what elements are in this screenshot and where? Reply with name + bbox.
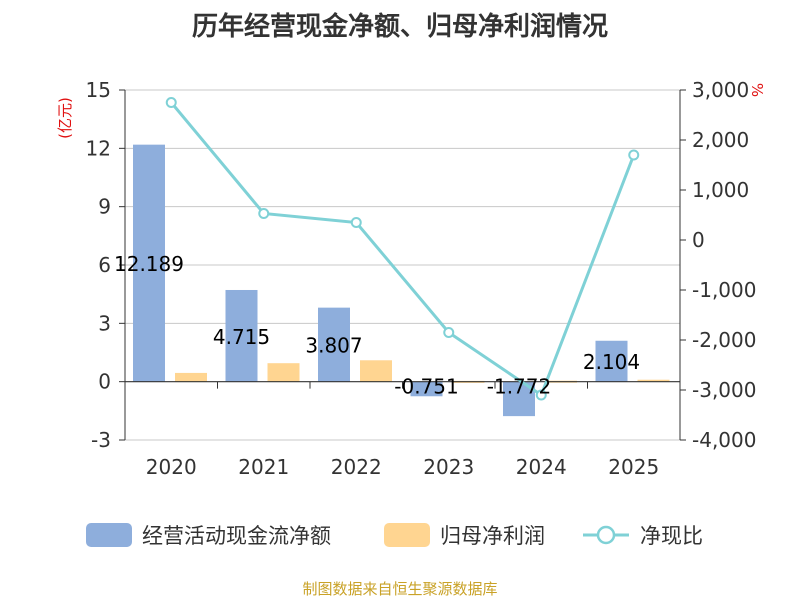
bar-cashflow xyxy=(225,289,258,382)
ratio-point xyxy=(165,97,177,108)
legend-label-net-profit: 归母净利润 xyxy=(440,524,545,548)
x-tick-label: 2025 xyxy=(608,455,659,479)
bars xyxy=(133,144,670,417)
ratio-point xyxy=(628,149,640,161)
left-tick-label: -3 xyxy=(91,428,111,452)
grid-lines xyxy=(125,89,680,441)
legend-swatch-ratio-marker xyxy=(596,525,616,545)
legend-label-ratio: 净现比 xyxy=(640,524,703,548)
legend-label-cashflow: 经营活动现金流净额 xyxy=(142,524,331,548)
left-tick-label: 3 xyxy=(98,311,111,335)
right-axis-unit: % xyxy=(748,83,766,97)
chart-title: 历年经营现金净额、归母净利润情况 xyxy=(191,12,608,42)
right-tick-label: 0 xyxy=(692,228,705,252)
cashflow-data-label: 4.715 xyxy=(213,325,270,349)
right-tick-label: -4,000 xyxy=(692,428,756,452)
x-tick-label: 2021 xyxy=(238,455,289,479)
ratio-point xyxy=(350,217,362,228)
cashflow-data-label: -0.751 xyxy=(394,375,458,399)
data-labels: 12.189 4.715 3.807 -0.751 -1.772 2.104 xyxy=(114,252,640,399)
bar-net-profit xyxy=(267,363,300,382)
legend-swatch-net-profit xyxy=(384,523,430,547)
left-tick-label: 6 xyxy=(98,253,111,277)
bar-cashflow xyxy=(133,144,165,382)
ratio-point xyxy=(258,208,270,219)
cashflow-data-label: 12.189 xyxy=(114,252,184,276)
axes: -3 0 3 6 9 12 15 -4,000 -3,000 -2,000 -1,000 0 1,000… xyxy=(56,78,766,479)
cashflow-data-label: 3.807 xyxy=(305,334,362,358)
bar-cashflow xyxy=(318,307,350,382)
bar-net-profit xyxy=(175,372,207,382)
x-tick-label: 2024 xyxy=(516,455,567,479)
ratio-point xyxy=(535,389,547,401)
x-tick-label: 2022 xyxy=(331,455,382,479)
ratio-point xyxy=(443,327,455,338)
legend-swatch-cashflow xyxy=(86,523,132,547)
ratio-line xyxy=(165,97,640,401)
right-tick-label: 1,000 xyxy=(692,178,749,202)
x-tick-label: 2023 xyxy=(423,455,474,479)
right-tick-label: 2,000 xyxy=(692,128,749,152)
bar-net-profit xyxy=(360,360,392,382)
left-axis-unit: (亿元) xyxy=(56,97,74,139)
right-tick-label: -1,000 xyxy=(692,278,756,302)
left-tick-label: 9 xyxy=(98,195,111,219)
right-tick-label: -2,000 xyxy=(692,328,756,352)
right-tick-label: 3,000 xyxy=(692,78,749,102)
left-tick-label: 0 xyxy=(98,370,111,394)
bar-net-profit xyxy=(637,379,670,382)
left-tick-label: 12 xyxy=(86,136,111,160)
bar-cashflow xyxy=(410,381,443,397)
right-tick-label: -3,000 xyxy=(692,378,756,402)
cashflow-data-label: 2.104 xyxy=(583,350,640,374)
legend: 经营活动现金流净额 归母净利润 净现比 xyxy=(86,523,703,548)
ratio-line-path xyxy=(170,101,636,398)
cashflow-data-label: -1.772 xyxy=(487,375,551,399)
left-tick-label: 15 xyxy=(86,78,111,102)
x-tick-label: 2020 xyxy=(146,455,197,479)
source-note: 制图数据来自恒生聚源数据库 xyxy=(302,580,498,598)
bar-cashflow xyxy=(595,340,628,382)
